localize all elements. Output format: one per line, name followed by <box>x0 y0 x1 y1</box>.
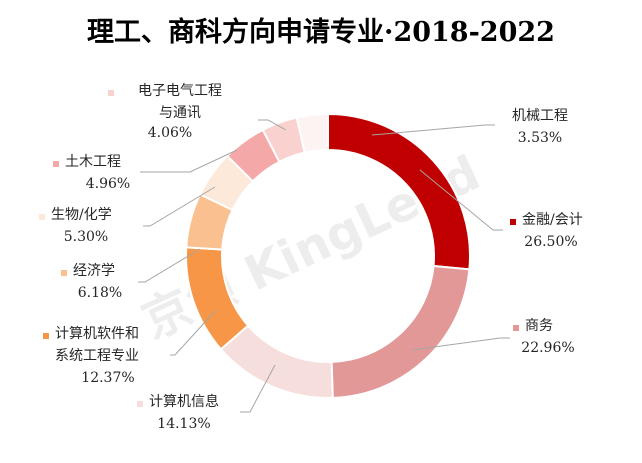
leader-lines-layer <box>138 119 510 413</box>
leader-line-6 <box>140 149 238 173</box>
chart-title: 理工、商科方向申请专业·2018-2022 <box>87 16 555 48</box>
leader-line-4 <box>138 248 201 283</box>
leader-line-8 <box>371 124 495 136</box>
slice-value-7: 4.06% <box>148 125 192 141</box>
legend-marker-2 <box>137 401 143 407</box>
leader-line-3 <box>170 309 217 356</box>
slice-label-7-line-1: 与通讯 <box>159 105 201 121</box>
donut-slice-8 <box>295 112 329 154</box>
slice-label-3-line-1: 系统工程专业 <box>55 348 139 364</box>
leader-line-0 <box>419 169 503 231</box>
legend-marker-5 <box>39 214 45 220</box>
leader-line-2 <box>240 364 276 413</box>
slice-label-8-line-0: 机械工程 <box>512 108 568 124</box>
slice-value-2: 14.13% <box>157 416 210 432</box>
slice-value-5: 5.30% <box>64 229 108 245</box>
slice-value-8: 3.53% <box>518 130 562 146</box>
slice-label-7-line-0: 电子电气工程 <box>138 83 222 99</box>
slice-label-3-line-0: 计算机软件和 <box>55 326 139 342</box>
legend-marker-0 <box>510 219 516 225</box>
slice-label-2-line-0: 计算机信息 <box>149 393 219 410</box>
slice-label-6-line-0: 土木工程 <box>65 154 121 170</box>
legend-marker-1 <box>513 325 519 331</box>
legend-marker-3 <box>43 333 49 339</box>
legend-marker-4 <box>61 270 67 276</box>
legend-marker-6 <box>53 161 59 167</box>
slices-layer <box>185 112 471 399</box>
donut-slice-2 <box>219 324 334 399</box>
leader-line-7 <box>258 119 287 131</box>
slice-label-1-line-0: 商务 <box>525 318 553 334</box>
slice-value-0: 26.50% <box>524 234 577 250</box>
legend-marker-7 <box>108 90 114 96</box>
donut-slice-1 <box>330 264 471 399</box>
leader-line-1 <box>411 337 510 351</box>
data-labels-layer: 金融/会计 26.50% 商务 22.96% 计算机信息 14.13% 计算机软件和系统工程… <box>39 83 583 432</box>
slice-label-0-line-0: 金融/会计 <box>522 212 583 228</box>
slice-value-6: 4.96% <box>86 176 130 192</box>
slice-value-3: 12.37% <box>81 370 134 386</box>
slice-label-4-line-0: 经济学 <box>73 263 115 279</box>
leader-line-5 <box>143 186 216 227</box>
slice-value-4: 6.18% <box>78 285 122 301</box>
slice-label-5-line-0: 生物/化学 <box>51 207 112 223</box>
slice-value-1: 22.96% <box>521 340 574 356</box>
